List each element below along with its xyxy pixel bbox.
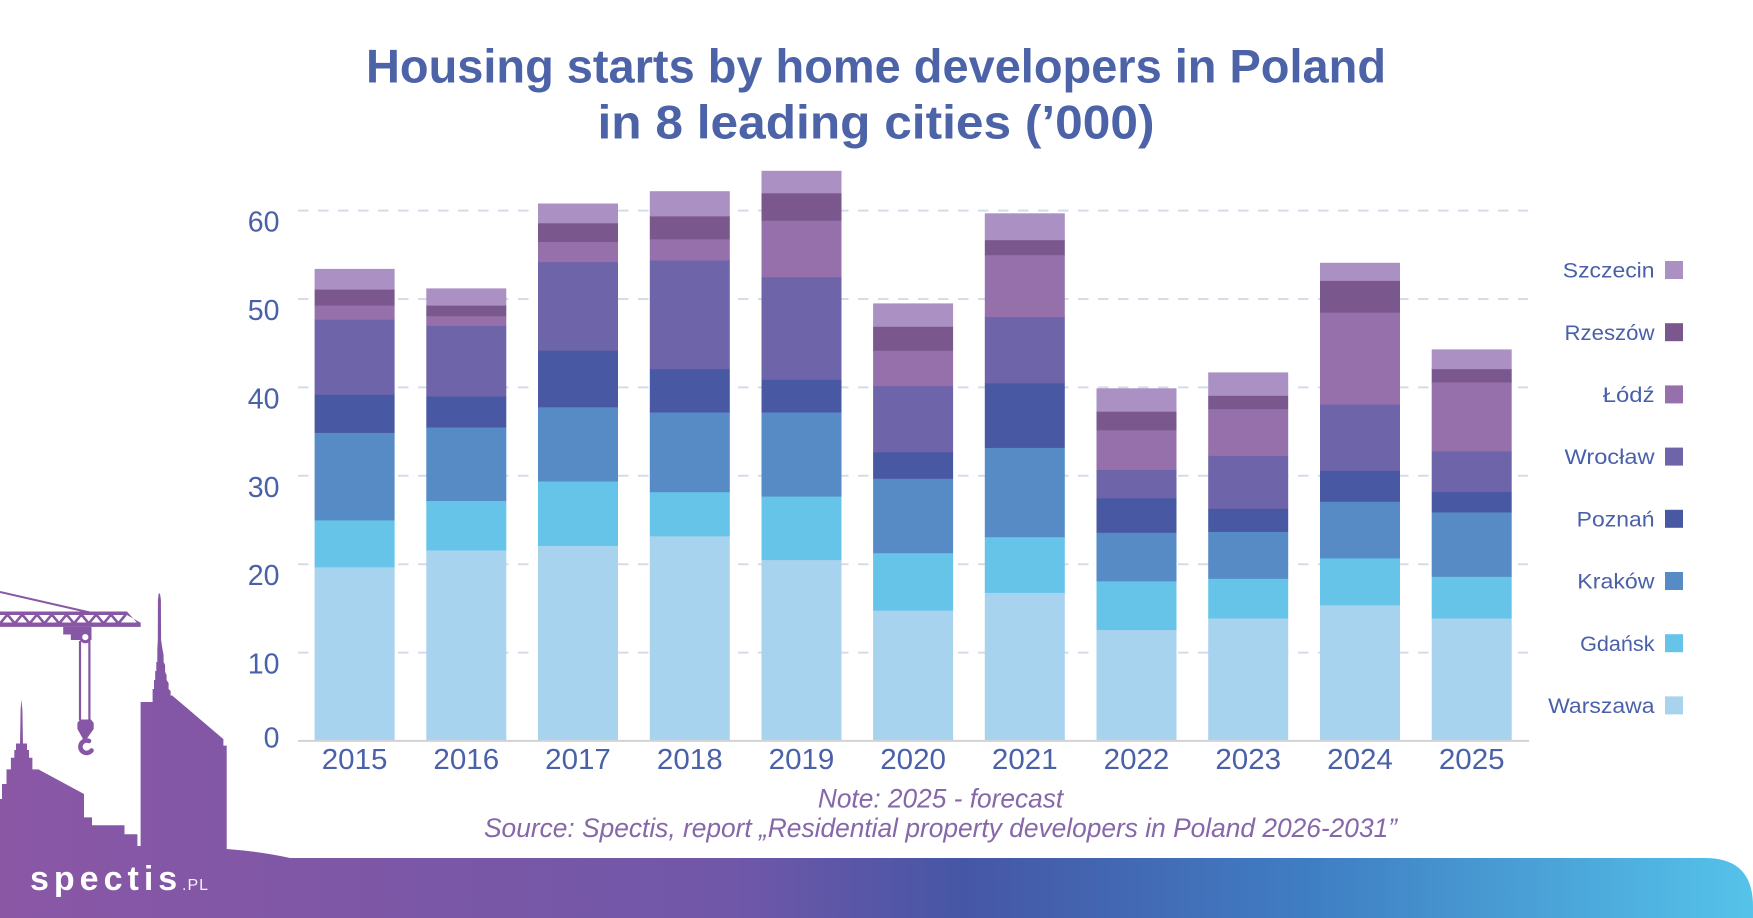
svg-text:2019: 2019 [769, 744, 835, 776]
svg-text:Gdańsk: Gdańsk [1580, 633, 1655, 656]
svg-text:2017: 2017 [545, 744, 611, 776]
svg-text:.PL: .PL [182, 877, 209, 894]
svg-text:0: 0 [264, 722, 280, 754]
svg-text:2015: 2015 [322, 744, 388, 776]
svg-text:20: 20 [248, 560, 280, 592]
svg-text:2018: 2018 [657, 744, 723, 776]
svg-text:Rzeszów: Rzeszów [1565, 322, 1656, 345]
svg-text:Housing starts by home develop: Housing starts by home developers in Pol… [366, 40, 1386, 93]
svg-text:2023: 2023 [1215, 744, 1281, 776]
svg-text:Wrocław: Wrocław [1565, 446, 1656, 469]
svg-text:Poznań: Poznań [1577, 508, 1655, 531]
svg-text:in 8 leading cities (’000): in 8 leading cities (’000) [598, 96, 1155, 149]
svg-text:2024: 2024 [1327, 744, 1393, 776]
svg-text:2022: 2022 [1104, 744, 1170, 776]
svg-text:2021: 2021 [992, 744, 1058, 776]
svg-text:50: 50 [248, 295, 280, 327]
svg-text:Łódź: Łódź [1603, 384, 1655, 407]
svg-text:40: 40 [248, 383, 280, 415]
svg-text:Note: 2025 - forecast: Note: 2025 - forecast [818, 783, 1065, 813]
svg-text:spectis: spectis [30, 860, 182, 898]
svg-text:2016: 2016 [433, 744, 499, 776]
svg-text:30: 30 [248, 472, 280, 504]
svg-text:2020: 2020 [880, 744, 946, 776]
svg-text:60: 60 [248, 207, 280, 239]
svg-text:2025: 2025 [1439, 744, 1505, 776]
svg-text:Source: Spectis, report „Resid: Source: Spectis, report „Residential pro… [484, 813, 1398, 843]
svg-text:10: 10 [248, 649, 280, 681]
svg-text:Szczecin: Szczecin [1563, 260, 1655, 283]
svg-text:Kraków: Kraków [1577, 571, 1655, 594]
svg-text:Warszawa: Warszawa [1548, 695, 1655, 718]
